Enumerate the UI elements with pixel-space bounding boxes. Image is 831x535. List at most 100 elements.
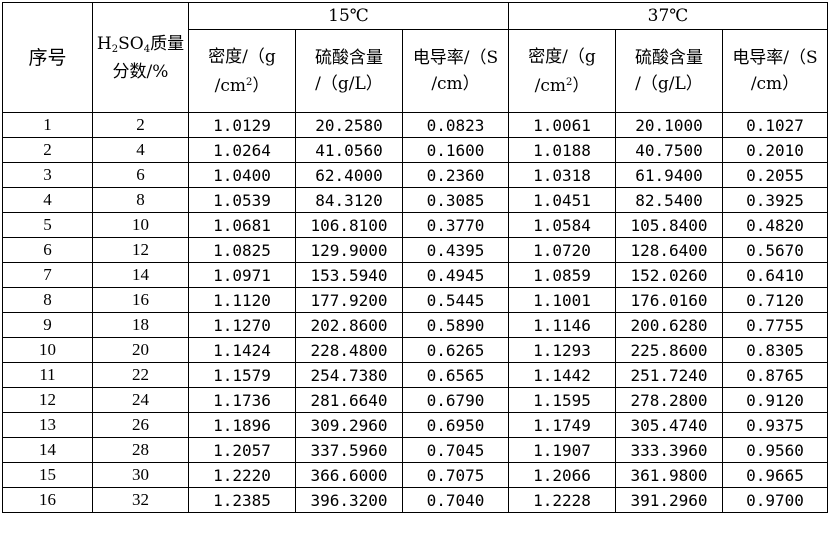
conductivity-15c-cell: 0.5445 <box>402 287 509 313</box>
density-15c-cell: 1.0681 <box>188 212 296 238</box>
acid-content-header-15c: 硫酸含量 /（g/L） <box>295 29 403 113</box>
concentration-cell: 16 <box>92 287 189 313</box>
formula-subscript-4: 4 <box>143 43 151 55</box>
density-header-15c: 密度/（g /cm2） <box>188 29 296 113</box>
table-row: 5 10 1.0681 106.8100 0.3770 1.0584 105.8400 0.4… <box>2 212 828 238</box>
acid-content-15c-cell: 20.2580 <box>295 112 403 138</box>
acid-content-37c-cell: 333.3960 <box>615 437 723 463</box>
acid-content-15c-cell: 337.5960 <box>295 437 403 463</box>
density-15c-cell: 1.1579 <box>188 362 296 388</box>
sulfuric-acid-properties-table: 序号 H2SO4质量 分数/% 15℃ 37℃ 密度/（g /cm2） 硫酸含量… <box>2 2 828 513</box>
density-37c-cell: 1.0584 <box>508 212 616 238</box>
conductivity-15c-cell: 0.7040 <box>402 487 509 513</box>
conductivity-37c-cell: 0.9665 <box>722 462 828 488</box>
formula-h: H <box>96 33 112 54</box>
table-row: 16 32 1.2385 396.3200 0.7040 1.2228 391.2960 0.… <box>2 487 828 513</box>
acid-content-15c-cell: 41.0560 <box>295 137 403 163</box>
density-unit-superscript: 2 <box>566 76 573 88</box>
conductivity-15c-cell: 0.3770 <box>402 212 509 238</box>
acid-content-37c-cell: 278.2800 <box>615 387 723 413</box>
conductivity-37c-cell: 0.9700 <box>722 487 828 513</box>
density-37c-cell: 1.2228 <box>508 487 616 513</box>
conductivity-37c-cell: 0.9120 <box>722 387 828 413</box>
density-15c-cell: 1.0129 <box>188 112 296 138</box>
table-row: 1 2 1.0129 20.2580 0.0823 1.0061 20.1000 0.1027 <box>2 112 828 138</box>
concentration-cell: 20 <box>92 337 189 363</box>
density-15c-cell: 1.2220 <box>188 462 296 488</box>
conductivity-37c-cell: 0.9375 <box>722 412 828 438</box>
concentration-cell: 12 <box>92 237 189 263</box>
conductivity-15c-cell: 0.1600 <box>402 137 509 163</box>
row-index-cell: 12 <box>2 387 93 413</box>
row-index-cell: 15 <box>2 462 93 488</box>
conductivity-37c-cell: 0.5670 <box>722 237 828 263</box>
density-header-line2: /cm2） <box>510 70 615 99</box>
conductivity-15c-cell: 0.0823 <box>402 112 509 138</box>
density-15c-cell: 1.2057 <box>188 437 296 463</box>
concentration-cell: 10 <box>92 212 189 238</box>
conductivity-15c-cell: 0.2360 <box>402 162 509 188</box>
density-unit-close: ） <box>572 75 590 96</box>
acid-header-line2: /（g/L） <box>635 74 703 94</box>
row-index-cell: 4 <box>2 187 93 213</box>
conductivity-37c-cell: 0.2010 <box>722 137 828 163</box>
conductivity-15c-cell: 0.7045 <box>402 437 509 463</box>
index-header: 序号 <box>2 2 93 113</box>
density-37c-cell: 1.1749 <box>508 412 616 438</box>
table-row: 6 12 1.0825 129.9000 0.4395 1.0720 128.6400 0.5… <box>2 237 828 263</box>
acid-header-line1: 硫酸含量 <box>315 48 383 68</box>
concentration-header-suffix: 质量 <box>150 33 185 54</box>
acid-content-37c-cell: 251.7240 <box>615 362 723 388</box>
concentration-cell: 2 <box>92 112 189 138</box>
conductivity-header-line2: /cm） <box>431 74 480 94</box>
row-index-cell: 13 <box>2 412 93 438</box>
density-37c-cell: 1.0318 <box>508 162 616 188</box>
conductivity-15c-cell: 0.6950 <box>402 412 509 438</box>
acid-content-37c-cell: 200.6280 <box>615 312 723 338</box>
row-index-cell: 2 <box>2 137 93 163</box>
density-15c-cell: 1.1736 <box>188 387 296 413</box>
acid-content-37c-cell: 176.0160 <box>615 287 723 313</box>
density-unit: /cm <box>534 75 566 96</box>
acid-content-15c-cell: 396.3200 <box>295 487 403 513</box>
row-index-cell: 11 <box>2 362 93 388</box>
conductivity-37c-cell: 0.4820 <box>722 212 828 238</box>
document-page: 序号 H2SO4质量 分数/% 15℃ 37℃ 密度/（g /cm2） 硫酸含量… <box>2 2 828 513</box>
acid-content-15c-cell: 84.3120 <box>295 187 403 213</box>
header-row-groups: 序号 H2SO4质量 分数/% 15℃ 37℃ <box>2 2 828 113</box>
table-row: 10 20 1.1424 228.4800 0.6265 1.1293 225.8600 0.… <box>2 337 828 363</box>
table-row: 12 24 1.1736 281.6640 0.6790 1.1595 278.2800 0.… <box>2 387 828 413</box>
concentration-header-line1: H2SO4质量 <box>94 33 188 61</box>
row-index-cell: 7 <box>2 262 93 288</box>
density-37c-cell: 1.0061 <box>508 112 616 138</box>
conductivity-37c-cell: 0.6410 <box>722 262 828 288</box>
table-row: 9 18 1.1270 202.8600 0.5890 1.1146 200.6280 0.7… <box>2 312 828 338</box>
conductivity-15c-cell: 0.4395 <box>402 237 509 263</box>
acid-content-37c-cell: 20.1000 <box>615 112 723 138</box>
density-15c-cell: 1.2385 <box>188 487 296 513</box>
acid-content-37c-cell: 152.0260 <box>615 262 723 288</box>
acid-content-37c-cell: 128.6400 <box>615 237 723 263</box>
concentration-cell: 30 <box>92 462 189 488</box>
density-37c-cell: 1.0451 <box>508 187 616 213</box>
conductivity-37c-cell: 0.8305 <box>722 337 828 363</box>
density-15c-cell: 1.0539 <box>188 187 296 213</box>
density-37c-cell: 1.2066 <box>508 462 616 488</box>
conductivity-37c-cell: 0.8765 <box>722 362 828 388</box>
concentration-header-line2: 分数/% <box>112 61 169 82</box>
density-header-37c: 密度/（g /cm2） <box>508 29 616 113</box>
density-37c-cell: 1.1595 <box>508 387 616 413</box>
density-37c-cell: 1.1907 <box>508 437 616 463</box>
table-row: 8 16 1.1120 177.9200 0.5445 1.1001 176.0160 0.7… <box>2 287 828 313</box>
concentration-cell: 32 <box>92 487 189 513</box>
density-15c-cell: 1.1896 <box>188 412 296 438</box>
density-header-line1: 密度/（g <box>528 46 596 67</box>
table-row: 11 22 1.1579 254.7380 0.6565 1.1442 251.7240 0.… <box>2 362 828 388</box>
conductivity-header-line2: /cm） <box>750 74 800 94</box>
concentration-cell: 6 <box>92 162 189 188</box>
acid-content-15c-cell: 106.8100 <box>295 212 403 238</box>
conductivity-37c-cell: 0.9560 <box>722 437 828 463</box>
density-header-line2: /cm2） <box>190 70 295 99</box>
conductivity-header-line1: 电导率/（S <box>732 48 818 68</box>
row-index-cell: 6 <box>2 237 93 263</box>
